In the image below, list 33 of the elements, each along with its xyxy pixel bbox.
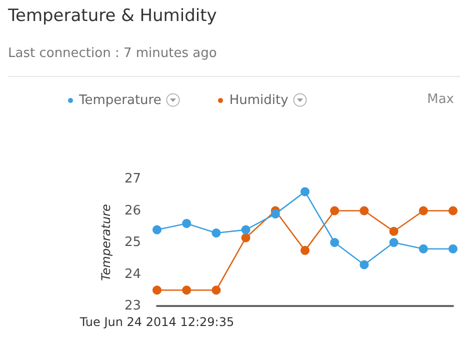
point: [330, 206, 340, 216]
y-tick-label: 27: [124, 172, 141, 186]
point: [152, 225, 162, 234]
point: [448, 206, 458, 216]
point: [300, 246, 310, 255]
point: [418, 244, 428, 254]
point: [212, 286, 221, 295]
chart-title: Temperature & Humidity: [8, 6, 217, 26]
point: [241, 225, 250, 234]
point: [300, 187, 310, 196]
x-tick-label: Tue Jun 24 2014 12:29:35: [78, 315, 234, 329]
point: [270, 209, 280, 218]
legend-label: Humidity: [229, 92, 288, 108]
y-tick-label: 24: [124, 266, 141, 282]
point: [212, 228, 221, 238]
point: [182, 218, 192, 228]
point: [330, 238, 340, 247]
point: [360, 260, 369, 270]
point: [418, 206, 428, 216]
y-tick-label: 25: [124, 235, 141, 250]
point: [448, 244, 458, 254]
point: [360, 206, 369, 216]
y-tick-label: 26: [124, 203, 141, 218]
text: Max: [427, 92, 454, 107]
chart-subtitle: Last connection : 7 minutes ago: [8, 46, 217, 61]
y-axis-title: Temperature: [99, 204, 113, 281]
point: [182, 286, 192, 295]
y-tick-label: 23: [124, 298, 141, 314]
point: [241, 233, 250, 242]
point: [152, 286, 162, 295]
point: [389, 238, 398, 247]
legend-label: Temperature: [79, 92, 162, 108]
point: [389, 226, 398, 236]
